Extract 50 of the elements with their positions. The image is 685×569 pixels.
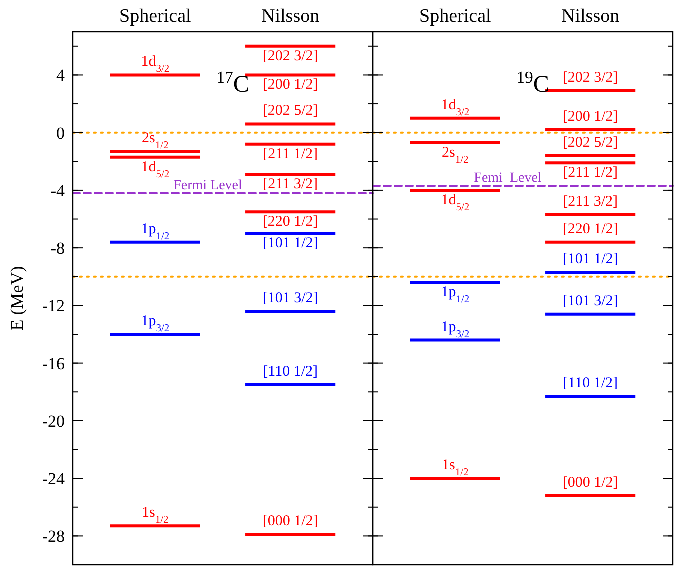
series-label: [220 1/2] [562, 221, 618, 238]
y-tick-label: -28 [42, 527, 65, 546]
series-label: [202 3/2] [262, 48, 318, 64]
series-label: [200 1/2] [262, 77, 318, 94]
y-axis-title: E (MeV) [7, 266, 27, 331]
series-label: [101 3/2] [262, 290, 318, 306]
annotation: $^{19}$C [516, 68, 550, 98]
series-label: [202 5/2] [562, 134, 618, 151]
series-label: [211 3/2] [563, 194, 618, 210]
series-label: [000 1/2] [562, 474, 618, 491]
x-tick-label: Spherical [420, 6, 492, 27]
series-label: 1d$_{3/2}$ [441, 97, 470, 118]
series-label: [101 3/2] [562, 293, 618, 310]
series-label: 1d$_{5/2}$ [141, 159, 170, 180]
series-label: 1p$_{3/2}$ [141, 314, 170, 334]
series-label: 1s$_{1/2}$ [442, 458, 469, 478]
annotation: $^{17}$C [216, 68, 250, 98]
series-label: 1p$_{1/2}$ [141, 221, 170, 242]
series-label: [202 3/2] [562, 70, 618, 86]
x-tick-label: Nilsson [262, 6, 320, 27]
series-label: [211 3/2] [263, 176, 318, 193]
y-tick-label: -16 [42, 354, 65, 374]
y-tick-label: 0 [56, 124, 65, 143]
series-label: 2s$_{1/2}$ [142, 130, 169, 152]
x-tick-label: Spherical [120, 6, 192, 27]
y-tick-label: -12 [42, 296, 65, 316]
series-label: [211 1/2] [263, 146, 318, 162]
series-label: [220 1/2] [262, 214, 318, 230]
y-tick-label: 4 [56, 66, 66, 86]
x-tick-label: Nilsson [562, 6, 620, 27]
series-label: 1p$_{3/2}$ [441, 319, 470, 340]
series-label: 1p$_{1/2}$ [441, 284, 470, 306]
series-label: [110 1/2] [263, 364, 318, 380]
series-label: 1d$_{5/2}$ [441, 192, 470, 213]
series-label: [101 1/2] [562, 252, 618, 268]
series-label: [211 1/2] [563, 165, 618, 182]
series-label: 1d$_{3/2}$ [141, 54, 170, 75]
y-tick-label: -8 [50, 239, 65, 258]
ref-line-label: Fermi Level [174, 178, 243, 194]
series-label: 2s$_{1/2}$ [442, 144, 469, 166]
y-tick-label: -24 [42, 470, 66, 489]
series-label: [202 5/2] [262, 103, 318, 120]
ref-line-label: Femi Level [474, 171, 542, 186]
series-label: 1s$_{1/2}$ [142, 505, 169, 526]
series-label: [000 1/2] [262, 514, 318, 530]
series-label: [200 1/2] [562, 108, 618, 125]
series-label: [110 1/2] [563, 375, 618, 392]
y-tick-label: -20 [42, 412, 65, 431]
series-label: [101 1/2] [262, 236, 318, 252]
y-tick-label: -4 [50, 181, 66, 200]
